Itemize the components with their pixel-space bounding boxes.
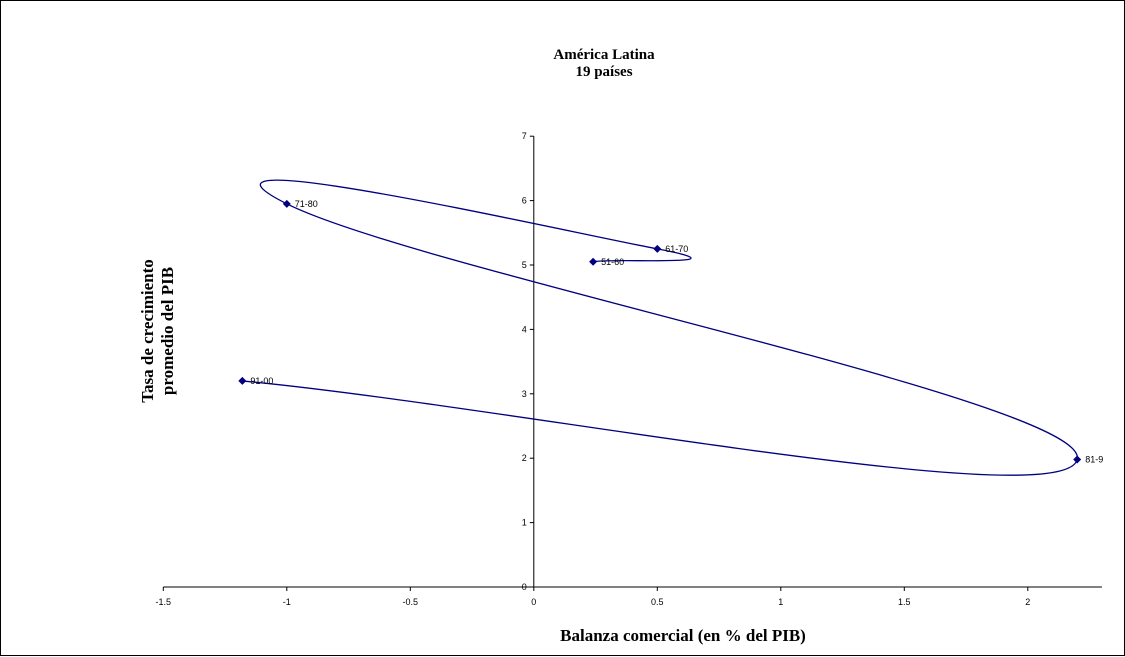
data-point-label: 61-70 (665, 244, 688, 254)
data-point-marker (1073, 455, 1082, 464)
y-tick-label: 3 (522, 389, 527, 399)
series-line (242, 179, 1078, 476)
y-tick-label: 1 (522, 518, 527, 528)
data-point-marker (589, 257, 598, 266)
chart-title: América Latina (553, 47, 655, 63)
y-tick-label: 4 (522, 324, 527, 334)
data-points: 51-60 61-70 71-80 81-9 91-00 (238, 199, 1103, 464)
y-tick-label: 0 (522, 582, 527, 592)
x-axis-title: Balanza comercial (en % del PIB) (560, 626, 806, 645)
x-tick-label: -1.5 (156, 597, 172, 607)
y-tick-label: 2 (522, 453, 527, 463)
data-point-marker (238, 376, 247, 385)
data-point-label: 91-00 (250, 376, 273, 386)
data-point-label: 51-60 (601, 257, 624, 267)
x-tick-label: -0.5 (403, 597, 419, 607)
x-tick-label: 1.5 (898, 597, 911, 607)
data-point-marker (653, 244, 662, 253)
chart-subtitle: 19 países (575, 64, 632, 80)
data-point-label: 81-9 (1085, 454, 1103, 464)
y-axis-title-line1: Tasa de crecimiento (138, 259, 157, 403)
x-tick-label: 1 (778, 597, 783, 607)
x-tick-label: 0 (531, 597, 536, 607)
x-tick-label: 0.5 (651, 597, 664, 607)
x-tick-label: 2 (1025, 597, 1030, 607)
x-tick-label: -1 (283, 597, 291, 607)
y-tick-label: 5 (522, 260, 527, 270)
data-point-label: 71-80 (295, 199, 318, 209)
data-point-marker (282, 199, 291, 208)
axes: -1.5 -1 -0.5 0 0.5 1 1.5 2 0 1 2 3 4 5 6 7 (156, 131, 1102, 607)
y-axis-title-line2: promedio del PIB (158, 267, 177, 395)
y-tick-label: 7 (522, 131, 527, 141)
y-tick-label: 6 (522, 196, 527, 206)
connecting-curve (242, 179, 1078, 476)
